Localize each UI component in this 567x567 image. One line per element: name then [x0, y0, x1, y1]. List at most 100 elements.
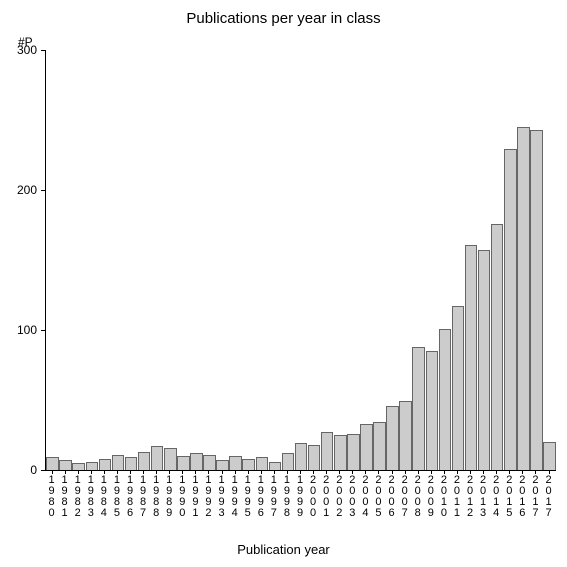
x-tick-slot: 2012 [464, 470, 477, 540]
bar-slot [399, 50, 412, 470]
x-tick-slot: 1999 [293, 470, 306, 540]
bar-slot [438, 50, 451, 470]
x-tick-slot: 2003 [346, 470, 359, 540]
x-tick-label: 1993 [215, 475, 228, 519]
x-tick-label: 1980 [45, 475, 58, 519]
bar-slot [255, 50, 268, 470]
bar-slot [124, 50, 137, 470]
bar-slot [373, 50, 386, 470]
x-ticks: 1980198119821983198419851986198719881989… [45, 470, 555, 540]
bar [452, 306, 465, 470]
x-tick-slot: 1992 [202, 470, 215, 540]
bar [256, 457, 269, 470]
bar-slot [46, 50, 59, 470]
bar [308, 445, 321, 470]
x-tick-slot: 1985 [110, 470, 123, 540]
bar-slot [386, 50, 399, 470]
x-tick-label: 1996 [254, 475, 267, 519]
bar-slot [229, 50, 242, 470]
x-axis-label: Publication year [0, 542, 567, 557]
x-tick-slot: 1991 [189, 470, 202, 540]
x-tick-label: 2014 [490, 475, 503, 519]
y-ticks: 0100200300 [0, 50, 45, 470]
bar [517, 127, 530, 470]
bar [72, 463, 85, 470]
x-tick-slot: 1984 [97, 470, 110, 540]
x-tick-label: 2010 [437, 475, 450, 519]
bar [543, 442, 556, 470]
bar-slot [451, 50, 464, 470]
bar-slot [190, 50, 203, 470]
bar [242, 459, 255, 470]
bar [386, 406, 399, 470]
x-tick-slot: 2013 [477, 470, 490, 540]
bar [439, 329, 452, 470]
x-tick-slot: 2015 [503, 470, 516, 540]
bar-slot [203, 50, 216, 470]
bar [360, 424, 373, 470]
x-tick-label: 1998 [280, 475, 293, 519]
bar [151, 446, 164, 470]
x-tick-slot: 2000 [307, 470, 320, 540]
x-tick-slot: 1997 [267, 470, 280, 540]
bar-slot [177, 50, 190, 470]
bar-slot [425, 50, 438, 470]
bar [295, 443, 308, 470]
x-tick-label: 1991 [189, 475, 202, 519]
bar [138, 452, 151, 470]
x-tick-slot: 1980 [45, 470, 58, 540]
x-tick-slot: 2002 [333, 470, 346, 540]
bar-slot [465, 50, 478, 470]
x-tick-slot: 1987 [137, 470, 150, 540]
x-tick-label: 1995 [241, 475, 254, 519]
x-tick-slot: 1988 [150, 470, 163, 540]
bar-slot [138, 50, 151, 470]
bar [125, 457, 138, 470]
bar [203, 455, 216, 470]
chart-title: Publications per year in class [0, 10, 567, 27]
plot-area [45, 50, 556, 471]
x-tick-label: 1984 [97, 475, 110, 519]
x-tick-label: 2004 [359, 475, 372, 519]
x-tick-label: 2002 [333, 475, 346, 519]
bar [321, 432, 334, 470]
bar [269, 462, 282, 470]
bar-slot [216, 50, 229, 470]
x-tick-slot: 1986 [123, 470, 136, 540]
x-tick-label: 2017 [529, 475, 542, 519]
x-tick-slot: 1994 [228, 470, 241, 540]
x-tick-label: 1992 [202, 475, 215, 519]
x-tick-label: 2008 [411, 475, 424, 519]
x-tick-label: 2013 [477, 475, 490, 519]
x-tick-slot: 2011 [450, 470, 463, 540]
x-tick-slot: 2008 [411, 470, 424, 540]
x-tick-label: 2015 [503, 475, 516, 519]
bar-slot [491, 50, 504, 470]
x-tick-slot: 1996 [254, 470, 267, 540]
x-tick-label: 1986 [123, 475, 136, 519]
bar [373, 422, 386, 470]
bar [59, 460, 72, 470]
bar [282, 453, 295, 470]
bars-group [46, 50, 556, 470]
bar [229, 456, 242, 470]
x-tick-slot: 2006 [385, 470, 398, 540]
x-tick-slot: 2017 [529, 470, 542, 540]
x-tick-label: 1994 [228, 475, 241, 519]
x-tick-slot: 1993 [215, 470, 228, 540]
x-tick-label: 2011 [450, 475, 463, 519]
bar-slot [151, 50, 164, 470]
x-tick-slot: 2009 [424, 470, 437, 540]
x-tick-label: 1985 [110, 475, 123, 519]
bar-slot [347, 50, 360, 470]
bar [190, 453, 203, 470]
bar [99, 459, 112, 470]
x-tick-slot: 1989 [163, 470, 176, 540]
bar [164, 448, 177, 470]
bar [112, 455, 125, 470]
x-tick-label: 1988 [150, 475, 163, 519]
x-tick-slot: 2016 [516, 470, 529, 540]
x-tick-label: 1989 [163, 475, 176, 519]
bar [46, 457, 59, 470]
x-tick-label: 2017 [542, 475, 555, 519]
